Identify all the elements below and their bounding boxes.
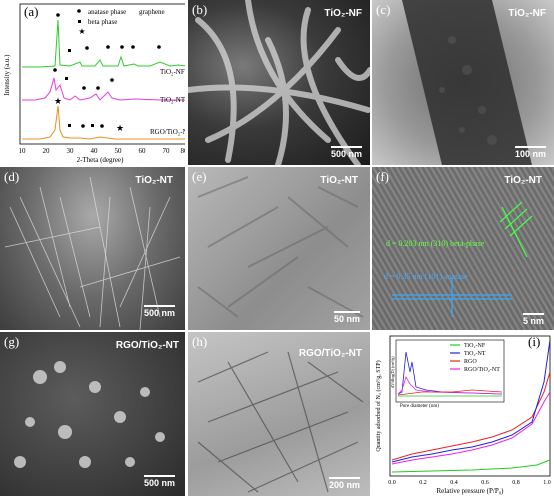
xrd-xlabel: 2-Theta (degree) [77, 156, 124, 164]
legend-i-nt: TiO₂-NT [464, 351, 486, 357]
panel-c-tem: (c) TiO₂-NF 100 nm [372, 0, 554, 165]
legend-beta: beta phase [88, 18, 117, 26]
panel-label-b: (b) [192, 2, 208, 17]
panel-title-b: TiO₂-NF [324, 8, 362, 19]
panel-title-e: TiO₂-NT [320, 175, 358, 186]
hrtem-fringes [372, 167, 554, 330]
peak-markers: ★ ★ ★ [53, 9, 161, 133]
svg-text:★: ★ [116, 123, 124, 133]
legend-i-nf: TiO₂-NF [464, 343, 486, 349]
trace-nt [22, 77, 185, 101]
svg-text:★: ★ [54, 96, 62, 106]
sem-fibers [188, 0, 370, 165]
panel-label-f: (f) [376, 169, 389, 184]
tem-fiber [402, 0, 532, 165]
panel-title-g: RGO/TiO₂-NT [115, 340, 179, 351]
bet-xlabel: Relative pressure (P/P₀) [437, 487, 505, 495]
svg-text:0.8: 0.8 [512, 480, 520, 486]
svg-text:★: ★ [78, 27, 85, 36]
scale-bar-b: 500 nm [330, 146, 362, 159]
panel-f-hrtem: (f) TiO₂-NT d = 0.203 nm (310) beta-phas… [372, 167, 554, 330]
svg-text:0.0: 0.0 [388, 480, 396, 486]
svg-text:80: 80 [181, 147, 186, 155]
panel-d-sem: (d) TiO₂-NT 500 nm [0, 167, 185, 330]
trace-label-nf: TiO₂-NF [160, 68, 185, 76]
trace-label-nt: TiO₂-NT [160, 96, 185, 104]
svg-text:0.4: 0.4 [450, 480, 458, 486]
svg-text:40: 40 [91, 147, 99, 155]
svg-text:30: 30 [67, 147, 75, 155]
panel-label-g: (g) [4, 334, 20, 349]
svg-text:60: 60 [139, 147, 147, 155]
legend-i-comp: RGO/TiO₂-NT [464, 367, 500, 373]
bet-xticks: 0.0 0.2 0.4 0.6 0.8 1.0 [388, 480, 551, 486]
svg-text:1.0: 1.0 [543, 480, 551, 486]
panel-label-i: (i) [528, 334, 541, 349]
panel-label-c: (c) [376, 2, 391, 17]
panel-title-h: RGO/TiO₂-NT [298, 348, 362, 359]
panel-title-c: TiO₂-NF [508, 8, 546, 19]
svg-text:10: 10 [19, 147, 27, 155]
annotation-beta: d = 0.203 nm (310) beta-phase [386, 239, 485, 248]
panel-label-h: (h) [192, 334, 208, 349]
inset-xlabel: Pore diameter (nm) [400, 404, 439, 409]
panel-title-d: TiO₂-NT [135, 175, 173, 186]
panel-h-tem: (h) RGO/TiO₂-NT 200 nm [188, 332, 370, 496]
tem-tubes [197, 176, 364, 318]
panel-label-e: (e) [192, 169, 207, 184]
panel-i-bet: TiO₂-NF TiO₂-NT RGO RGO/TiO₂-NT Pore dia… [372, 332, 554, 496]
panel-a-xrd: ★ ★ ★ anatase phase beta phase graphene … [0, 0, 185, 165]
scale-bar-e: 50 nm [333, 311, 360, 324]
legend-anatase: anatase phase [88, 8, 126, 16]
inset-ylabel: dV/dlog(D) (cm³/g) [390, 356, 395, 388]
svg-text:0.2: 0.2 [419, 480, 427, 486]
scale-bar-g: 500 nm [143, 475, 175, 488]
trace-label-rgo: RGO/TiO₂-NT [150, 128, 185, 136]
scale-bar-h: 200 nm [328, 477, 360, 490]
tem-composite [197, 351, 364, 493]
xrd-xticks: 10 20 30 40 50 60 70 80 [19, 147, 186, 155]
svg-text:20: 20 [43, 147, 51, 155]
legend-i-rgo: RGO [464, 359, 477, 365]
sem-tubes [4, 176, 181, 330]
bet-ylabel: Quantity adsorbed of N₂ (cm³/g, STP) [375, 360, 382, 451]
annotation-anatase: d = 0.35 nm (101) anatase [384, 272, 468, 281]
legend-graphene-label: graphene [139, 8, 165, 16]
panel-label-a: (a) [24, 4, 39, 19]
svg-text:0.6: 0.6 [481, 480, 489, 486]
trace-rgo [22, 105, 185, 140]
svg-text:50: 50 [115, 147, 123, 155]
scale-bar-d: 500 nm [143, 305, 175, 318]
xrd-ylabel: Intensity (a.u.) [3, 54, 11, 96]
scale-bar-c: 100 nm [514, 146, 546, 159]
bet-chart: TiO₂-NF TiO₂-NT RGO RGO/TiO₂-NT Pore dia… [375, 335, 551, 495]
scale-bar-f: 5 nm [522, 313, 544, 326]
trace-nf [22, 19, 185, 68]
xrd-chart: ★ ★ ★ anatase phase beta phase graphene … [3, 3, 186, 164]
panel-b-sem: (b) TiO₂-NF 500 nm [188, 0, 370, 165]
panel-g-sem: (g) RGO/TiO₂-NT 500 nm [0, 332, 185, 496]
sem-flowers [14, 361, 165, 468]
panel-label-d: (d) [4, 169, 20, 184]
panel-title-f: TiO₂-NT [504, 175, 542, 186]
panel-e-tem: (e) TiO₂-NT 50 nm [188, 167, 370, 330]
svg-text:70: 70 [163, 147, 171, 155]
